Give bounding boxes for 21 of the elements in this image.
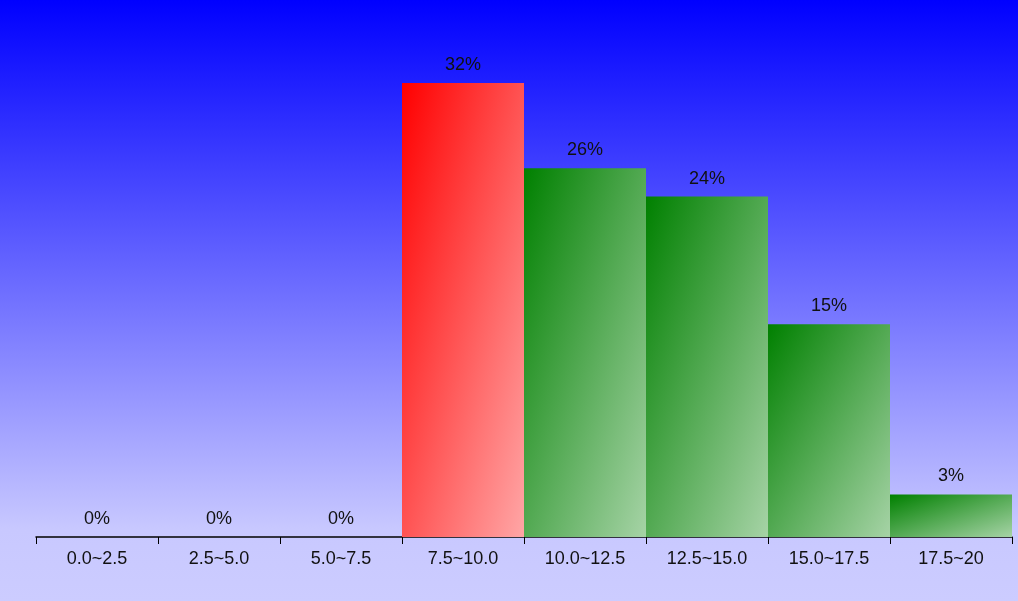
bar	[402, 83, 524, 537]
bar	[890, 494, 1012, 537]
x-tick-label: 5.0~7.5	[310, 548, 372, 568]
x-tick-label: 10.0~12.5	[544, 548, 626, 568]
bar	[524, 168, 646, 537]
data-label: 0%	[327, 508, 355, 528]
data-label: 32%	[444, 54, 482, 74]
x-tick-label: 7.5~10.0	[427, 548, 499, 568]
data-label: 3%	[937, 465, 965, 486]
bar	[768, 324, 890, 537]
bar	[646, 196, 768, 537]
data-label: 0%	[83, 508, 111, 528]
x-tick-label: 2.5~5.0	[188, 548, 250, 568]
data-label: 0%	[205, 508, 233, 528]
x-tick-label: 17.5~20	[918, 548, 984, 568]
data-label: 24%	[688, 167, 726, 188]
x-tick-label: 0.0~2.5	[66, 548, 128, 568]
data-label: 15%	[810, 295, 848, 316]
x-tick-label: 15.0~17.5	[788, 548, 870, 568]
x-tick-label: 12.5~15.0	[666, 548, 748, 568]
data-label: 26%	[566, 139, 604, 160]
